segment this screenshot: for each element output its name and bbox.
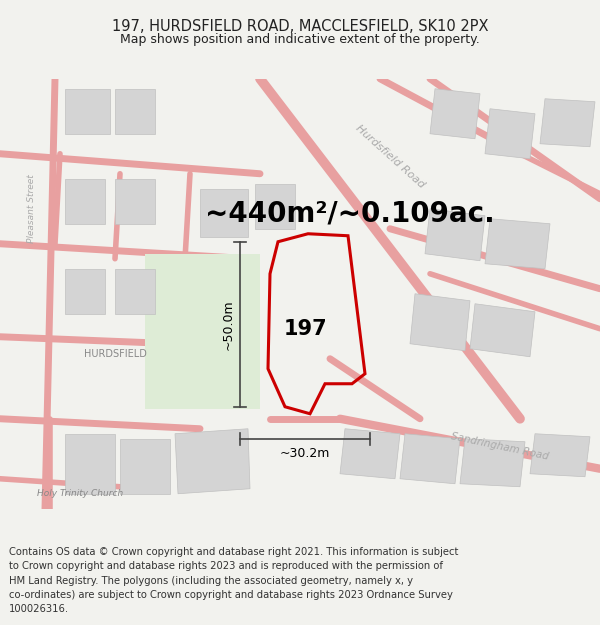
Polygon shape	[400, 434, 460, 484]
Polygon shape	[65, 89, 110, 134]
Polygon shape	[255, 184, 295, 229]
Polygon shape	[485, 219, 550, 269]
Polygon shape	[340, 429, 400, 479]
Text: ~440m²/~0.109ac.: ~440m²/~0.109ac.	[205, 200, 495, 228]
Polygon shape	[65, 179, 105, 224]
Text: Pleasant Street: Pleasant Street	[28, 174, 37, 243]
Polygon shape	[120, 439, 170, 494]
Text: Holy Trinity Church: Holy Trinity Church	[37, 489, 123, 498]
Text: Hurdsfield Road: Hurdsfield Road	[353, 123, 427, 190]
Text: to Crown copyright and database rights 2023 and is reproduced with the permissio: to Crown copyright and database rights 2…	[9, 561, 443, 571]
Polygon shape	[115, 89, 155, 134]
Polygon shape	[430, 89, 480, 139]
Polygon shape	[115, 179, 155, 224]
Polygon shape	[425, 209, 485, 261]
Polygon shape	[115, 269, 155, 314]
Polygon shape	[65, 269, 105, 314]
Polygon shape	[65, 434, 115, 494]
Text: ~50.0m: ~50.0m	[221, 299, 235, 349]
Polygon shape	[200, 189, 248, 237]
Polygon shape	[145, 254, 260, 409]
Polygon shape	[410, 294, 470, 351]
Text: HM Land Registry. The polygons (including the associated geometry, namely x, y: HM Land Registry. The polygons (includin…	[9, 576, 413, 586]
Text: co-ordinates) are subject to Crown copyright and database rights 2023 Ordnance S: co-ordinates) are subject to Crown copyr…	[9, 590, 453, 600]
Text: 197, HURDSFIELD ROAD, MACCLESFIELD, SK10 2PX: 197, HURDSFIELD ROAD, MACCLESFIELD, SK10…	[112, 19, 488, 34]
Polygon shape	[470, 304, 535, 357]
Text: ~30.2m: ~30.2m	[280, 448, 330, 460]
Text: HURDSFIELD: HURDSFIELD	[83, 349, 146, 359]
Polygon shape	[485, 109, 535, 159]
Polygon shape	[530, 434, 590, 477]
Polygon shape	[460, 439, 525, 487]
Text: Map shows position and indicative extent of the property.: Map shows position and indicative extent…	[120, 34, 480, 46]
Text: Sandringham Road: Sandringham Road	[450, 431, 550, 462]
Text: 197: 197	[283, 319, 327, 339]
Polygon shape	[175, 429, 250, 494]
Text: Contains OS data © Crown copyright and database right 2021. This information is : Contains OS data © Crown copyright and d…	[9, 547, 458, 557]
Polygon shape	[540, 99, 595, 147]
Text: 100026316.: 100026316.	[9, 604, 69, 614]
